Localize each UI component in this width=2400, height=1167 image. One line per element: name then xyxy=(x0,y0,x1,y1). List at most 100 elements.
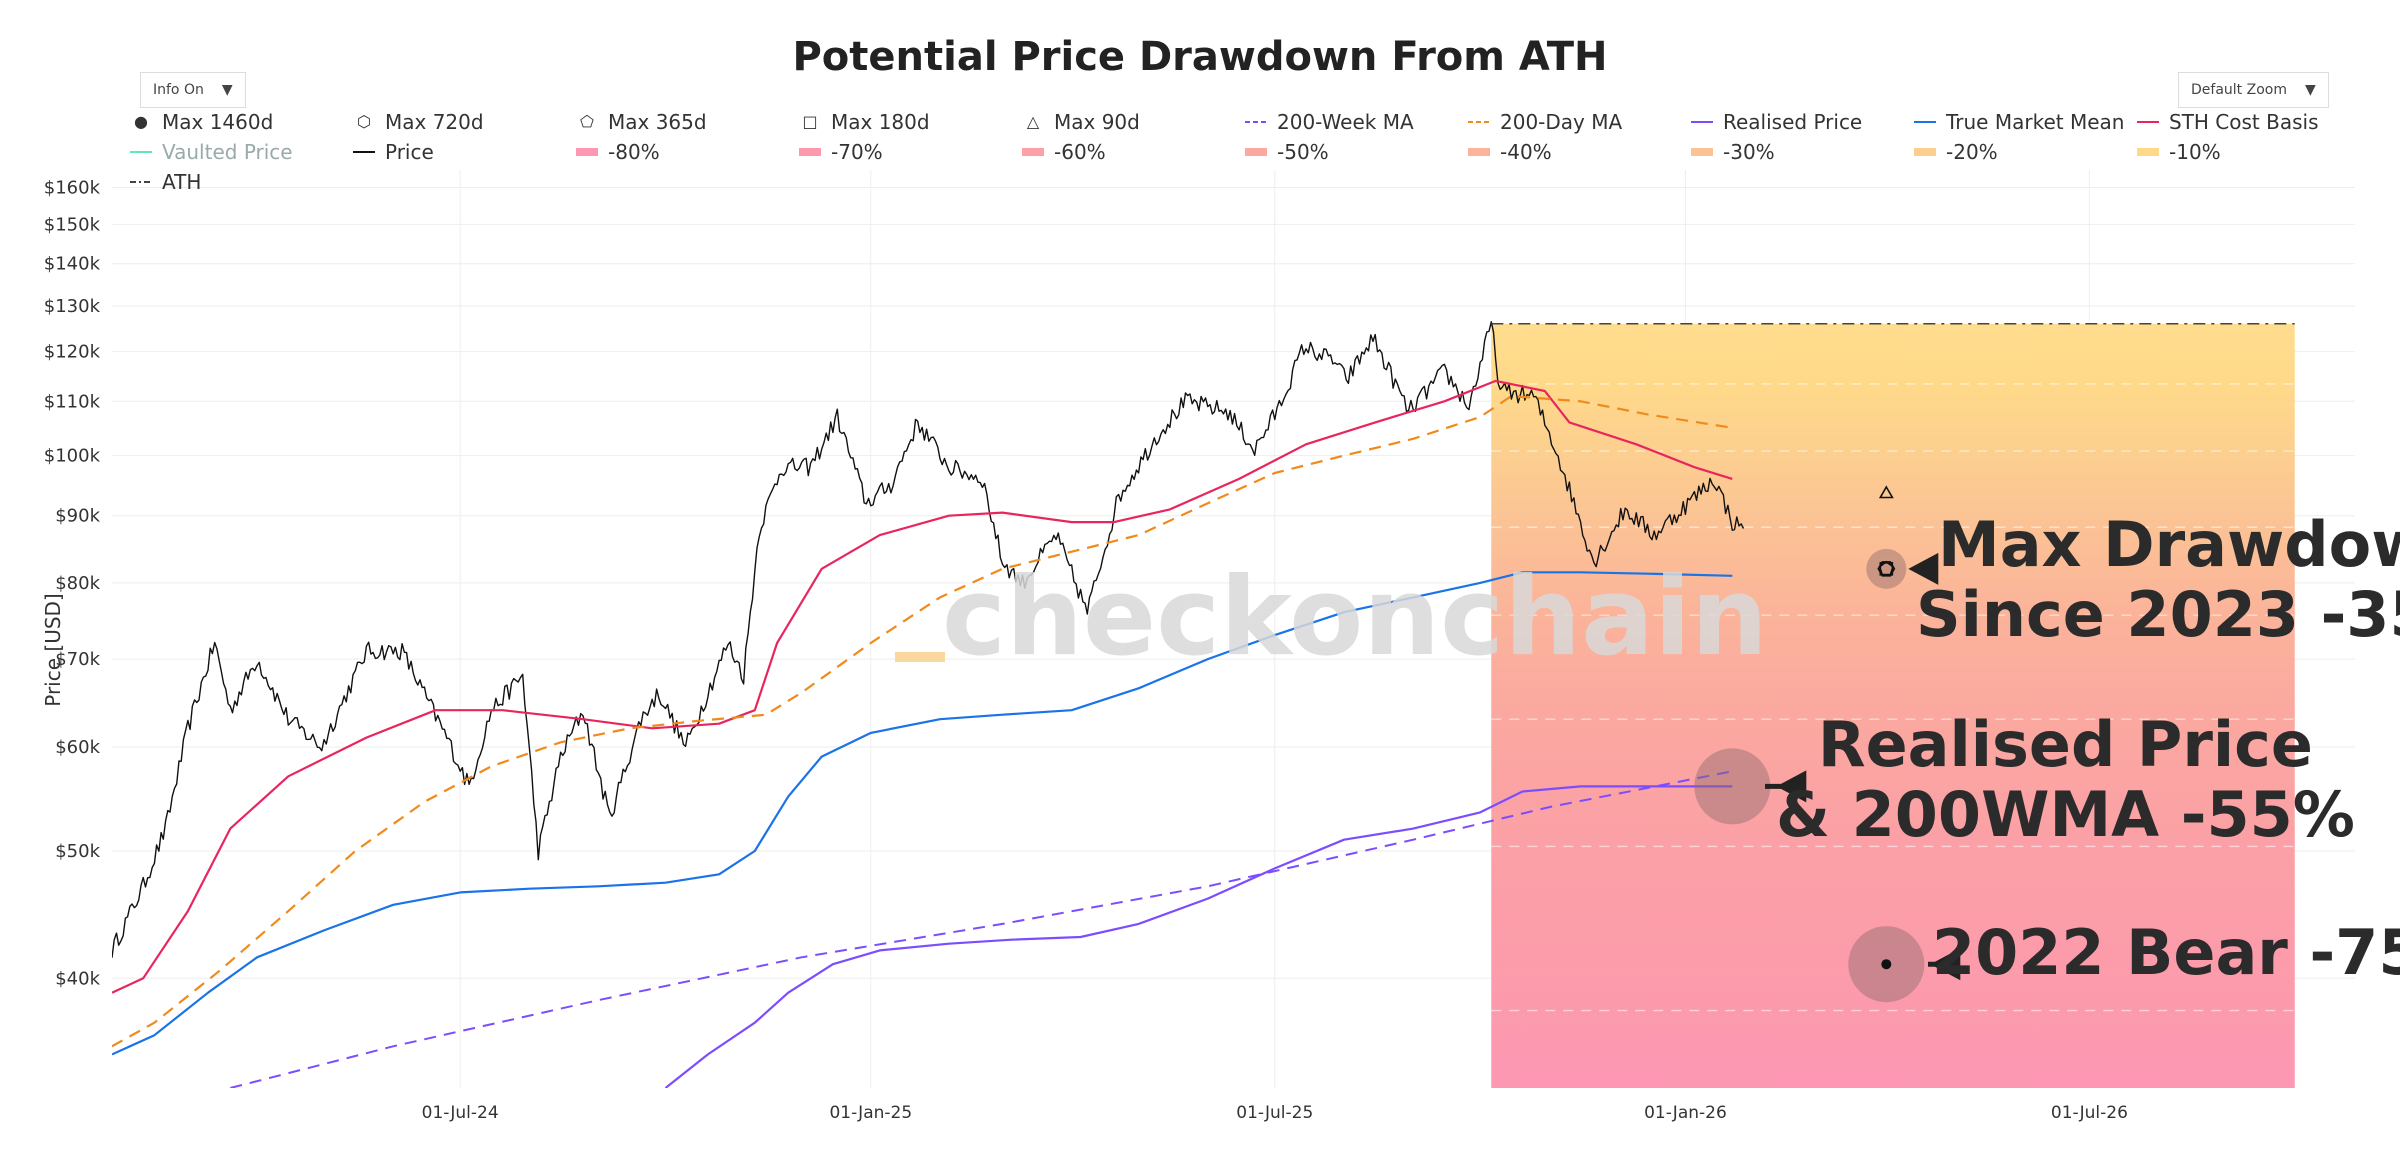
marker-max-720d xyxy=(1877,561,1896,577)
legend-label: Max 90d xyxy=(1054,110,1140,134)
legend-swatch xyxy=(1468,142,1490,162)
marker-max-1460d xyxy=(1881,959,1892,970)
legend-label: Price xyxy=(385,140,434,164)
legend-band xyxy=(2137,148,2159,156)
x-tick-label: 01-Jul-25 xyxy=(1236,1103,1313,1123)
legend-swatch: △ xyxy=(1022,112,1044,132)
y-tick-label: $160k xyxy=(44,178,101,199)
legend-swatch xyxy=(1914,142,1936,162)
legend-item--50-[interactable]: -50% xyxy=(1245,140,1468,164)
annotation-arrow-max-drawdown-head xyxy=(1908,552,1939,585)
legend-item-true-market-mean[interactable]: True Market Mean xyxy=(1914,110,2137,134)
annotation-realised-price-line1: Realised Price xyxy=(1817,708,2313,781)
legend-band xyxy=(1691,148,1713,156)
zoom-dropdown[interactable]: Default Zoom ▼ xyxy=(2178,72,2329,108)
legend-swatch-graphic xyxy=(1022,148,1044,156)
chevron-down-icon: ▼ xyxy=(221,82,233,98)
legend-item--70-[interactable]: -70% xyxy=(799,140,1022,164)
annotation-arrow-2022-bear-head xyxy=(1930,948,1961,981)
legend-item-sth-cost-basis[interactable]: STH Cost Basis xyxy=(2137,110,2360,134)
info-toggle-dropdown[interactable]: Info On ▼ xyxy=(140,72,246,108)
legend-item--40-[interactable]: -40% xyxy=(1468,140,1691,164)
legend-swatch xyxy=(1245,142,1267,162)
legend-item-ath[interactable]: ATH xyxy=(130,170,353,194)
legend-band xyxy=(1914,148,1936,156)
legend-label: -70% xyxy=(831,140,883,164)
info-toggle-label: Info On xyxy=(153,82,204,98)
legend-item--10-[interactable]: -10% xyxy=(2137,140,2360,164)
legend-swatch-graphic xyxy=(1691,121,1713,123)
x-tick-label: 01-Jan-26 xyxy=(1644,1103,1727,1123)
legend-label: -20% xyxy=(1946,140,1998,164)
legend-label: Vaulted Price xyxy=(162,140,293,164)
legend-label: -80% xyxy=(608,140,660,164)
legend-label: Max 1460d xyxy=(162,110,274,134)
legend-item-max-90d[interactable]: △ Max 90d xyxy=(1022,110,1245,134)
legend-swatch xyxy=(1914,112,1936,132)
legend-item-max-180d[interactable]: □ Max 180d xyxy=(799,110,1022,134)
legend-swatch-graphic xyxy=(799,148,821,156)
y-tick-label: $140k xyxy=(44,254,101,275)
legend-swatch-graphic xyxy=(1914,121,1936,123)
legend-item-max-720d[interactable]: ⬡ Max 720d xyxy=(353,110,576,134)
annotation-arrow-realised-price-head xyxy=(1776,770,1807,803)
series-line-realised-price xyxy=(664,785,1733,1088)
series-line-price xyxy=(112,321,1745,958)
legend-item--60-[interactable]: -60% xyxy=(1022,140,1245,164)
x-tick-label: 01-Jul-26 xyxy=(2051,1103,2128,1123)
legend-swatch-graphic xyxy=(1914,148,1936,156)
legend-item-200-day-ma[interactable]: 200-Day MA xyxy=(1468,110,1691,134)
y-tick-label: $70k xyxy=(55,649,100,670)
highlight-circle xyxy=(1866,548,1907,589)
legend-label: 200-Week MA xyxy=(1277,110,1414,134)
y-tick-label: $110k xyxy=(44,391,101,412)
legend-band xyxy=(576,148,598,156)
legend-band xyxy=(799,148,821,156)
legend-swatch-graphic xyxy=(2137,121,2159,123)
legend-swatch-graphic xyxy=(1245,148,1267,156)
annotation-max-drawdown-line1: Max Drawdown xyxy=(1938,508,2400,581)
legend-swatch: ⬡ xyxy=(353,112,375,132)
legend-item--80-[interactable]: -80% xyxy=(576,140,799,164)
y-tick-label: $150k xyxy=(44,214,101,235)
legend-label: True Market Mean xyxy=(1946,110,2125,134)
legend-label: 200-Day MA xyxy=(1500,110,1623,134)
legend-swatch xyxy=(576,142,598,162)
legend-item-max-1460d[interactable]: ● Max 1460d xyxy=(130,110,353,134)
legend-swatch xyxy=(1691,142,1713,162)
series-line-true-market-mean xyxy=(112,571,1733,1056)
annotation-2022-bear: 2022 Bear -75% xyxy=(1932,917,2400,988)
legend-item--30-[interactable]: -30% xyxy=(1691,140,1914,164)
legend-item-max-365d[interactable]: ⬠ Max 365d xyxy=(576,110,799,134)
legend-swatch xyxy=(353,142,375,162)
legend-swatch-graphic xyxy=(1245,121,1267,123)
legend-swatch: □ xyxy=(799,112,821,132)
series-line-sth-cost-basis xyxy=(112,379,1733,994)
legend-swatch xyxy=(2137,112,2159,132)
y-tick-label: $120k xyxy=(44,342,101,363)
legend-swatch: ⬠ xyxy=(576,112,598,132)
legend-swatch xyxy=(1468,112,1490,132)
y-tick-label: $90k xyxy=(55,506,100,527)
legend-label: Max 365d xyxy=(608,110,707,134)
y-tick-label: $80k xyxy=(55,573,100,594)
y-tick-label: $50k xyxy=(55,841,100,862)
annotation-max-drawdown-line2: Since 2023 -35% xyxy=(1916,578,2400,652)
legend-item-vaulted-price[interactable]: Vaulted Price xyxy=(130,140,353,164)
legend-item-200-week-ma[interactable]: 200-Week MA xyxy=(1245,110,1468,134)
legend-label: ATH xyxy=(162,170,202,194)
legend-symbol: △ xyxy=(1026,112,1040,131)
legend-swatch xyxy=(1245,112,1267,132)
legend-label: -60% xyxy=(1054,140,1106,164)
marker-max-180d xyxy=(1879,562,1894,576)
y-axis-title: Price [USD] xyxy=(40,593,65,707)
y-tick-label: $100k xyxy=(44,446,101,467)
legend-item--20-[interactable]: -20% xyxy=(1914,140,2137,164)
legend-item-realised-price[interactable]: Realised Price xyxy=(1691,110,1914,134)
annotation-realised-price: Realised Price & 200WMA -55% xyxy=(1776,708,2355,850)
series-line-200-week-ma xyxy=(230,770,1733,1088)
legend-label: STH Cost Basis xyxy=(2169,110,2319,134)
legend-item-price[interactable]: Price xyxy=(353,140,576,164)
legend-symbol: ⬠ xyxy=(580,112,594,131)
